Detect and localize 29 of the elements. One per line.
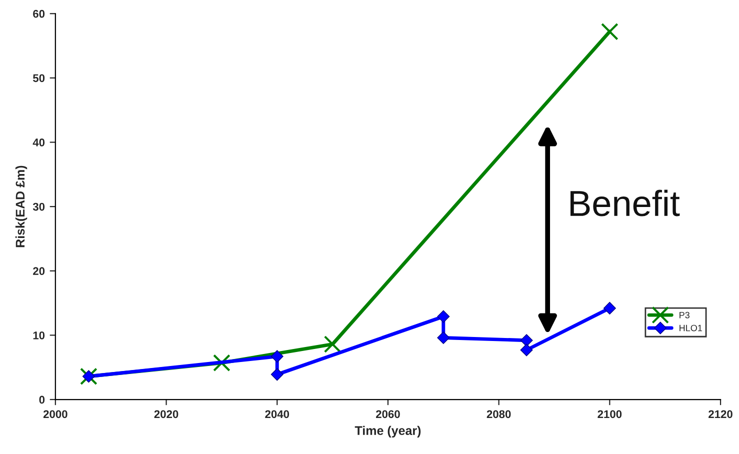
point bbox=[603, 302, 616, 314]
x-tick-label: 2040 bbox=[265, 410, 290, 418]
x-tick-label: 2000 bbox=[43, 410, 68, 418]
y-tick-label: 0 bbox=[39, 396, 45, 404]
y-axis-title: Risk(EAD £m) bbox=[15, 166, 28, 248]
y-tick-label: 10 bbox=[33, 331, 45, 340]
point bbox=[520, 344, 533, 356]
x-tick-label: 2120 bbox=[708, 410, 732, 418]
y-tick-label: 40 bbox=[32, 138, 45, 146]
x-tick-label: 2020 bbox=[154, 410, 178, 418]
point bbox=[270, 368, 284, 381]
y-tick-label: 20 bbox=[33, 267, 45, 276]
x-axis-title: Time (year) bbox=[354, 426, 421, 438]
legend-label: P3 bbox=[680, 312, 690, 318]
point bbox=[437, 332, 450, 344]
point bbox=[520, 334, 533, 347]
x-tick-label: 2060 bbox=[376, 410, 400, 418]
point bbox=[213, 354, 230, 372]
x-tick-label: 2080 bbox=[486, 410, 511, 418]
y-tick-label: 50 bbox=[32, 74, 45, 82]
point bbox=[437, 310, 450, 323]
point bbox=[600, 22, 618, 40]
x-tick-label: 2100 bbox=[598, 410, 622, 418]
y-tick-label: 30 bbox=[32, 202, 45, 211]
annotation: Benefit bbox=[570, 190, 680, 216]
point bbox=[270, 350, 284, 363]
legend-label: HLO1 bbox=[680, 324, 702, 332]
y-tick-label: 60 bbox=[33, 10, 45, 18]
point bbox=[324, 336, 342, 353]
